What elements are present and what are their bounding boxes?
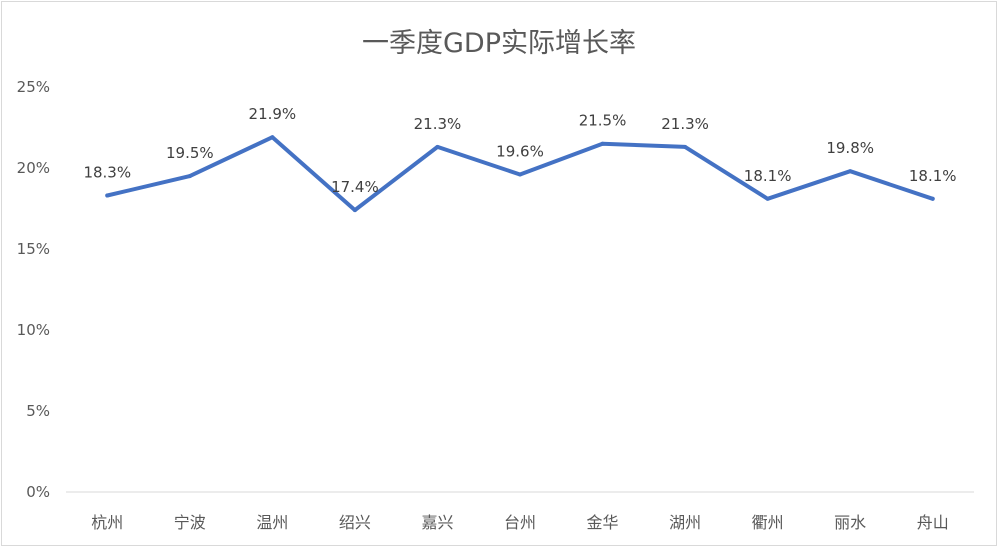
data-labels: 18.3% 19.5% 21.9% 17.4% 21.3% 19.6% 21.5% 21.3%… — [83, 105, 956, 196]
y-axis-tick-labels: 0% 5% 10% 15% 20% 25% — [17, 78, 50, 501]
data-point — [683, 144, 688, 149]
y-tick-label: 20% — [17, 159, 50, 177]
data-point — [105, 193, 110, 198]
series-group — [105, 135, 935, 213]
data-label: 21.5% — [579, 112, 627, 130]
x-category-label: 嘉兴 — [421, 513, 453, 532]
data-point — [435, 144, 440, 149]
x-category-label: 宁波 — [174, 513, 206, 532]
data-point — [848, 169, 853, 174]
y-tick-label: 0% — [26, 483, 50, 501]
data-label: 19.6% — [496, 142, 544, 160]
data-label: 19.5% — [166, 144, 214, 162]
y-tick-label: 5% — [26, 402, 50, 420]
data-label: 18.1% — [744, 167, 792, 185]
y-tick-label: 10% — [17, 321, 50, 339]
x-category-label: 舟山 — [917, 513, 949, 532]
data-label: 21.9% — [249, 105, 297, 123]
data-label: 21.3% — [414, 115, 462, 133]
chart-title: 一季度GDP实际增长率 — [362, 28, 636, 59]
x-category-label: 衢州 — [752, 513, 784, 532]
data-point — [930, 196, 935, 201]
y-tick-label: 25% — [17, 78, 50, 96]
data-label: 17.4% — [331, 178, 379, 196]
data-label: 21.3% — [661, 115, 709, 133]
data-point — [518, 172, 522, 177]
data-point — [270, 135, 275, 140]
x-category-label: 金华 — [587, 513, 619, 532]
data-point — [352, 208, 357, 213]
x-category-label: 湖州 — [669, 513, 701, 532]
data-label: 18.3% — [83, 164, 131, 182]
data-point — [600, 141, 605, 146]
x-axis-category-labels: 杭州 宁波 温州 绍兴 嘉兴 台州 金华 湖州 衢州 丽水 舟山 — [91, 513, 948, 532]
x-category-label: 绍兴 — [339, 513, 371, 532]
data-label: 18.1% — [909, 167, 957, 185]
data-point — [187, 174, 192, 179]
y-tick-label: 15% — [17, 240, 50, 258]
x-category-label: 丽水 — [834, 513, 866, 532]
x-category-label: 台州 — [504, 513, 536, 532]
data-point — [765, 196, 770, 201]
data-label: 19.8% — [826, 139, 874, 157]
x-category-label: 杭州 — [91, 513, 123, 532]
x-category-label: 温州 — [256, 513, 288, 532]
